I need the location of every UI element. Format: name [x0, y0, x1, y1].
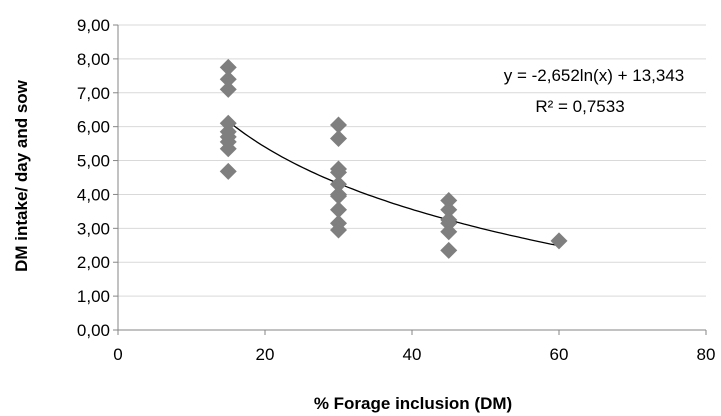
data-point: [330, 163, 347, 181]
data-point: [440, 223, 458, 241]
y-tick-labels: 0,00 1,00 2,00 3,00 4,00 5,00 6,00 7,00 8,00 9,00: [77, 16, 118, 340]
data-point: [219, 80, 237, 98]
x-tick-label: 60: [550, 345, 569, 364]
data-point: [440, 192, 458, 210]
x-tick-label: 40: [403, 345, 422, 364]
gridlines: [118, 24, 706, 297]
data-point: [330, 187, 347, 205]
data-point: [219, 140, 237, 158]
x-tick-label: 0: [113, 345, 122, 364]
y-tick-label: 9,00: [77, 16, 110, 35]
y-tick-label: 5,00: [77, 152, 110, 171]
y-axis-title: DM intake/ day and sow: [12, 79, 31, 272]
data-point: [440, 201, 458, 219]
trendline-equation: y = -2,652ln(x) + 13,343: [504, 66, 685, 85]
x-axis-title: % Forage inclusion (DM): [314, 394, 512, 413]
data-point: [219, 70, 237, 88]
y-tick-label: 8,00: [77, 50, 110, 69]
trendline: [227, 120, 560, 247]
data-point: [440, 241, 458, 259]
data-point: [330, 116, 347, 134]
y-tick-label: 0,00: [77, 321, 110, 340]
data-point: [330, 175, 347, 193]
data-point: [330, 130, 347, 148]
data-point: [330, 201, 347, 219]
x-tick-label: 80: [697, 345, 716, 364]
x-tick-label: 20: [256, 345, 275, 364]
y-tick-label: 3,00: [77, 219, 110, 238]
y-tick-label: 1,00: [77, 287, 110, 306]
data-point: [330, 221, 347, 239]
y-tick-label: 7,00: [77, 84, 110, 103]
y-tick-label: 2,00: [77, 253, 110, 272]
y-tick-label: 6,00: [77, 118, 110, 137]
r-squared-label: R² = 0,7533: [535, 97, 624, 116]
data-points: [219, 58, 568, 259]
y-tick-label: 4,00: [77, 185, 110, 204]
data-point: [219, 162, 237, 180]
x-tick-labels: 0 20 40 60 80: [113, 330, 715, 364]
data-point: [219, 58, 237, 76]
data-point: [550, 232, 568, 250]
